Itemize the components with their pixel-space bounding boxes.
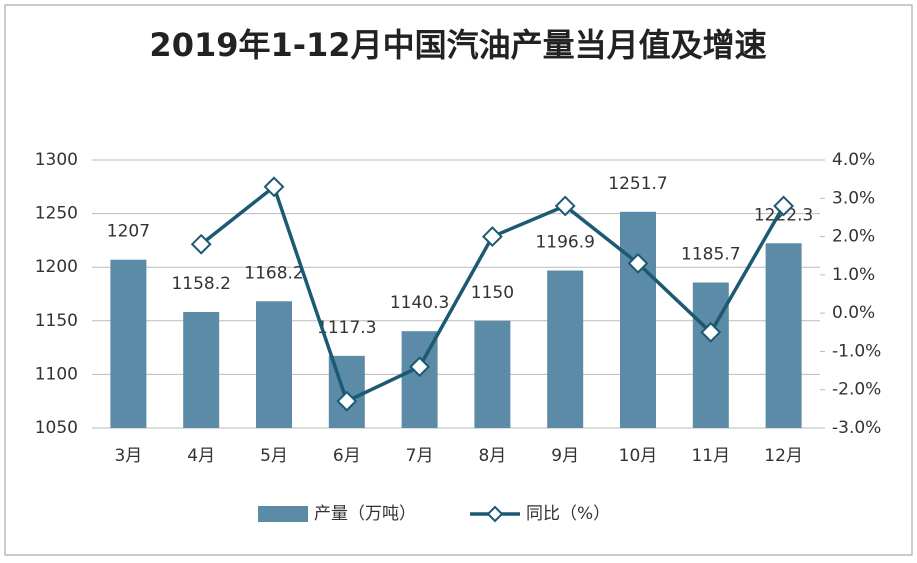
- legend-label: 同比（%）: [526, 504, 610, 524]
- data-label: 1168.2: [244, 263, 303, 283]
- x-tick-label: 10月: [619, 446, 658, 466]
- bar: [256, 301, 292, 428]
- x-tick-label: 8月: [478, 446, 506, 466]
- bar: [474, 320, 511, 428]
- x-tick-label: 7月: [406, 446, 434, 466]
- bar: [183, 312, 220, 428]
- legend-label: 产量（万吨）: [314, 504, 416, 524]
- y2-tick-label: 4.0%: [832, 150, 875, 170]
- marker: [773, 195, 795, 217]
- data-label: 1251.7: [608, 174, 667, 194]
- x-tick-label: 4月: [187, 446, 215, 466]
- bar: [692, 282, 729, 428]
- y-tick-label: 1100: [35, 364, 78, 384]
- data-label: 1185.7: [681, 245, 740, 265]
- frame: [4, 4, 913, 556]
- legend-swatch: [258, 506, 308, 522]
- y2-tick-label: -2.0%: [832, 380, 881, 400]
- bar: [765, 243, 802, 428]
- data-label: 1140.3: [390, 293, 449, 313]
- x-tick-label: 5月: [260, 446, 288, 466]
- y-tick-label: 1250: [35, 204, 78, 224]
- marker: [190, 233, 212, 255]
- y2-tick-label: -3.0%: [832, 418, 881, 438]
- y-tick-label: 1050: [35, 418, 78, 438]
- data-label: 1150: [471, 283, 514, 303]
- marker: [627, 252, 649, 274]
- marker: [700, 321, 722, 343]
- bar: [547, 270, 584, 428]
- y-tick-label: 1150: [35, 311, 78, 331]
- x-tick-label: 12月: [764, 446, 803, 466]
- y2-tick-label: 1.0%: [832, 265, 875, 285]
- y-tick-label: 1200: [35, 257, 78, 277]
- bar: [110, 259, 147, 428]
- marker: [554, 195, 576, 217]
- chart-title: 2019年1-12月中国汽油产量当月值及增速: [149, 26, 767, 64]
- y2-tick-label: -1.0%: [832, 341, 881, 361]
- marker: [481, 226, 503, 247]
- y2-tick-label: 2.0%: [832, 227, 875, 247]
- data-label: 1158.2: [171, 274, 230, 294]
- data-label: 1196.9: [535, 233, 594, 253]
- marker: [409, 356, 431, 378]
- y2-tick-label: 0.0%: [832, 303, 875, 323]
- x-tick-label: 11月: [691, 446, 730, 466]
- x-tick-label: 6月: [333, 446, 361, 466]
- data-label: 1117.3: [317, 318, 376, 338]
- bar: [620, 211, 656, 428]
- legend-marker: [486, 505, 504, 523]
- marker: [336, 390, 358, 412]
- marker: [263, 176, 285, 198]
- y2-tick-label: 3.0%: [832, 188, 875, 208]
- data-label: 1207: [107, 222, 150, 242]
- x-tick-label: 3月: [114, 446, 142, 466]
- y-tick-label: 1300: [35, 150, 78, 170]
- x-tick-label: 9月: [551, 446, 579, 466]
